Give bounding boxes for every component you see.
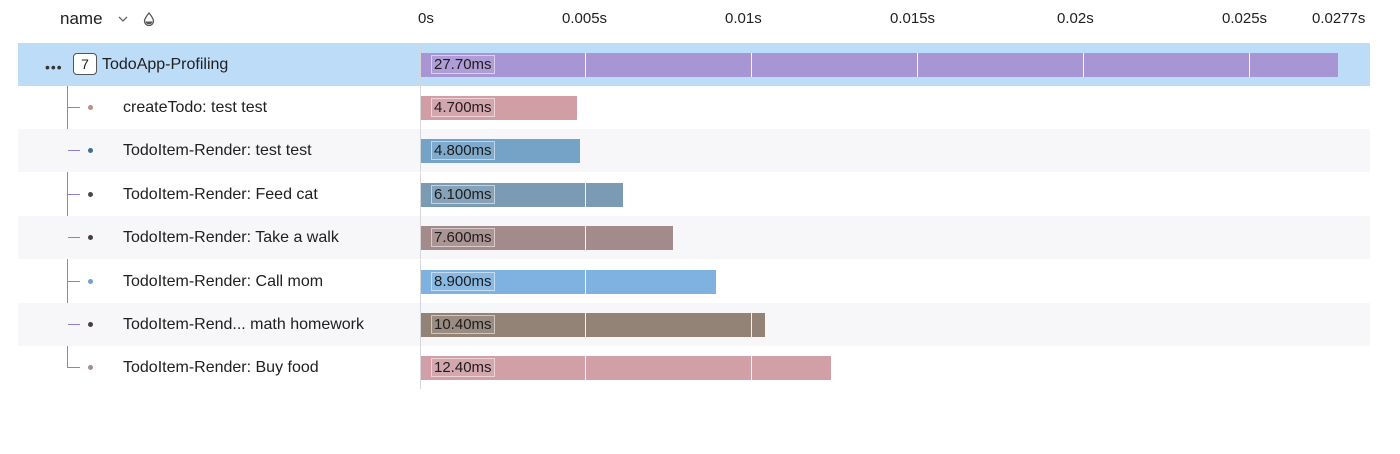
span-row[interactable]: TodoItem-Render: test test 4.800ms [18,129,1370,173]
axis-tick-label: 0.015s [890,10,936,27]
chevron-down-icon[interactable] [116,12,130,26]
span-row[interactable]: TodoItem-Rend... math homework 10.40ms [18,303,1370,346]
axis-tick-label: 0s [418,10,434,27]
span-duration-label: 12.40ms [431,358,495,378]
span-duration-bar[interactable]: 10.40ms [421,313,766,337]
bar-gridline [585,226,586,251]
axis-tick-label: 0.005s [562,10,608,27]
span-duration-bar[interactable]: 8.900ms [421,269,716,294]
column-divider [420,346,421,390]
tree-branch-line [68,193,80,195]
span-name: TodoItem-Render: Take a walk [123,229,339,247]
span-status-dot-icon [88,365,93,371]
span-status-dot-icon [88,105,93,110]
span-name: createTodo: test test [123,99,268,116]
tree-branch-line [68,150,80,152]
bar-gridline [917,53,918,77]
bar-gridline [1083,53,1084,77]
tree-branch-line [68,237,80,239]
span-duration-bar[interactable]: 7.600ms [421,226,673,251]
bar-gridline [585,182,586,207]
span-duration-bar[interactable]: 4.700ms [421,96,577,120]
column-header: name 0s 0.005s 0.01s 0.015s 0.02s 0.025s 0.027… [0,0,1400,40]
span-duration-label: 4.700ms [431,98,495,117]
span-status-dot-icon [88,191,93,197]
span-name: TodoItem-Rend... math homework [123,316,364,333]
tree-branch-line [68,324,80,325]
child-count-badge[interactable]: 7 [73,53,97,75]
axis-tick-label: 0.0277s [1312,10,1366,27]
span-duration-bar[interactable]: 12.40ms [421,356,832,381]
span-name: TodoItem-Render: test test [123,142,312,160]
column-divider [420,172,421,216]
bar-gridline [1249,53,1250,77]
span-duration-bar[interactable]: 27.70ms [421,53,1338,77]
span-row-root[interactable]: ••• 7 TodoApp-Profiling 27.70ms [18,43,1370,86]
span-row[interactable]: createTodo: test test 4.700ms [18,86,1370,129]
bar-gridline [751,356,752,381]
span-name: TodoItem-Render: Feed cat [123,185,318,203]
more-horizontal-icon[interactable]: ••• [45,59,63,75]
bar-gridline [585,356,586,381]
span-duration-label: 6.100ms [431,184,495,204]
drop-icon[interactable] [141,11,157,27]
span-duration-bar[interactable]: 4.800ms [421,139,580,164]
span-row[interactable]: TodoItem-Render: Buy food 12.40ms [18,346,1370,390]
bar-gridline [585,313,586,337]
span-duration-label: 27.70ms [431,55,495,74]
column-divider [420,303,421,346]
span-status-dot-icon [88,278,93,284]
span-duration-label: 8.900ms [431,271,495,291]
span-row[interactable]: TodoItem-Render: Feed cat 6.100ms [18,172,1370,216]
span-name: TodoItem-Render: Call mom [123,272,324,290]
column-divider [420,86,421,129]
span-duration-bar[interactable]: 6.100ms [421,182,623,207]
span-status-dot-icon [88,322,93,327]
tree-branch-line [68,107,80,108]
bar-gridline [751,313,752,337]
column-divider [420,43,421,86]
column-divider [420,259,421,303]
name-column-header[interactable]: name [60,9,103,28]
span-duration-label: 10.40ms [431,315,495,334]
bar-gridline [585,53,586,77]
span-name: TodoApp-Profiling [102,56,229,73]
bar-gridline [585,269,586,294]
axis-tick-label: 0.01s [725,10,762,27]
column-divider [420,216,421,260]
tree-branch-line [68,367,80,369]
span-row[interactable]: TodoItem-Render: Take a walk 7.600ms [18,216,1370,260]
axis-tick-label: 0.02s [1057,10,1094,27]
axis-tick-label: 0.025s [1222,10,1268,27]
span-status-dot-icon [88,235,93,241]
span-status-dot-icon [88,148,93,154]
tree-branch-line [68,280,80,282]
span-duration-label: 7.600ms [431,228,495,248]
span-duration-label: 4.800ms [431,141,495,161]
bar-gridline [751,53,752,77]
column-divider [420,129,421,173]
span-row[interactable]: TodoItem-Render: Call mom 8.900ms [18,259,1370,303]
span-name: TodoItem-Render: Buy food [123,359,319,377]
